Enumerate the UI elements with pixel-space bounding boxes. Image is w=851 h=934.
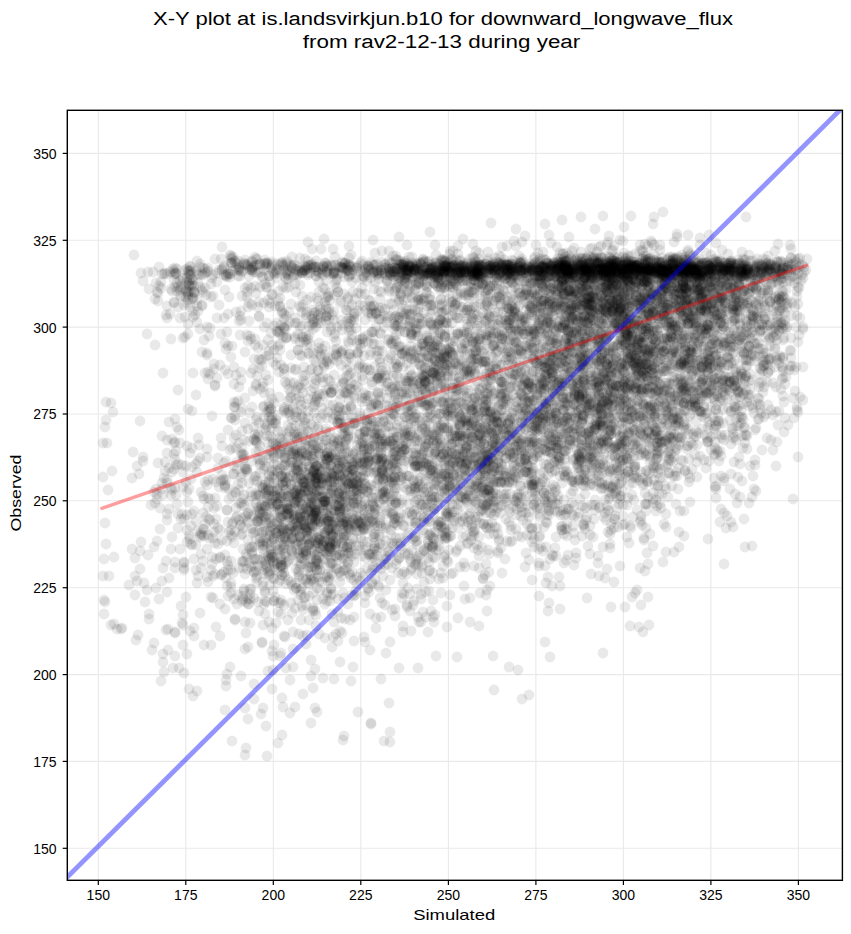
svg-text:250: 250 bbox=[437, 887, 461, 903]
svg-text:300: 300 bbox=[33, 320, 57, 336]
svg-text:X-Y plot at is.landsvirkjun.b1: X-Y plot at is.landsvirkjun.b10 for down… bbox=[153, 8, 733, 30]
svg-text:275: 275 bbox=[33, 406, 57, 422]
svg-text:300: 300 bbox=[612, 887, 636, 903]
svg-text:325: 325 bbox=[699, 887, 723, 903]
svg-text:250: 250 bbox=[33, 493, 57, 509]
svg-text:Observed: Observed bbox=[8, 455, 24, 532]
svg-text:350: 350 bbox=[787, 887, 811, 903]
svg-text:200: 200 bbox=[262, 887, 286, 903]
svg-text:150: 150 bbox=[87, 887, 111, 903]
svg-text:175: 175 bbox=[33, 754, 57, 770]
svg-text:325: 325 bbox=[33, 233, 57, 249]
svg-text:from rav2-12-13 during year: from rav2-12-13 during year bbox=[303, 31, 581, 52]
svg-text:225: 225 bbox=[349, 887, 373, 903]
svg-text:150: 150 bbox=[33, 841, 57, 857]
svg-text:200: 200 bbox=[33, 667, 57, 683]
svg-text:225: 225 bbox=[33, 580, 57, 596]
svg-text:350: 350 bbox=[33, 146, 57, 162]
svg-text:175: 175 bbox=[174, 887, 198, 903]
svg-text:275: 275 bbox=[524, 887, 548, 903]
svg-text:Simulated: Simulated bbox=[413, 907, 495, 923]
